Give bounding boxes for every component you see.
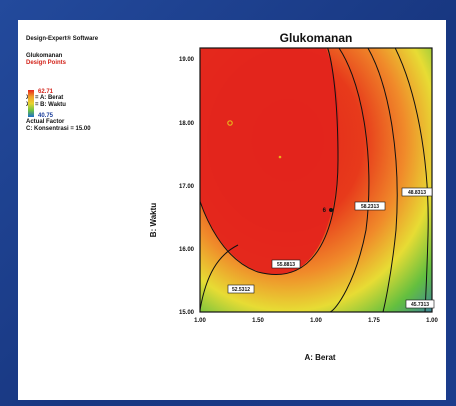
- contour-label-box: [405, 299, 435, 309]
- contour-label-box: [354, 201, 386, 211]
- x-tick-label: 1.75: [368, 318, 380, 324]
- contour-chart: Glukomanan 1.00 1.50 1.00 1.75 1.00 15.0…: [149, 31, 438, 362]
- contour-line-5: [394, 48, 429, 312]
- chart-title: Glukomanan: [280, 31, 353, 45]
- actual-factor-value: C: Konsentrasi = 15.00: [26, 126, 91, 132]
- design-point: [227, 120, 233, 126]
- contour-plot-area: [200, 48, 432, 312]
- design-point: [329, 208, 333, 212]
- design-point-label: 6: [323, 208, 327, 214]
- contour-line-4: [367, 48, 398, 312]
- contour-label: 48.8313: [408, 190, 426, 196]
- y-tick-label: 17.00: [179, 184, 195, 190]
- figure-panel: Design-Expert® Software Glukomanan Desig…: [18, 20, 446, 400]
- design-points-label: Design Points: [26, 60, 67, 66]
- x-tick-label: 1.00: [194, 318, 206, 324]
- sidebar: Design-Expert® Software Glukomanan Desig…: [26, 36, 176, 133]
- contour-label: 55.8813: [277, 262, 295, 268]
- x-axis-title: A: Berat: [304, 353, 335, 362]
- y-axis-title: B: Waktu: [149, 203, 158, 237]
- contour-fill-high: [200, 48, 340, 275]
- plot-border: [199, 47, 433, 313]
- legend-max: 62.71: [38, 89, 54, 95]
- software-name: Design-Expert® Software: [26, 36, 99, 42]
- y-tick-label: 19.00: [179, 57, 195, 63]
- design-points: 6: [227, 120, 333, 214]
- contour-label-box: [227, 284, 255, 294]
- contour-label: 52.5312: [232, 287, 250, 293]
- y-tick-label: 15.00: [179, 310, 195, 316]
- contour-label-box: [271, 259, 301, 269]
- response-name: Glukomanan: [26, 53, 63, 59]
- x-tick-label: 1.00: [426, 318, 438, 324]
- x-tick-label: 1.50: [252, 318, 264, 324]
- legend-min: 40.75: [38, 113, 54, 119]
- x-tick-label: 1.00: [310, 318, 322, 324]
- contour-label: 58.2313: [361, 204, 379, 210]
- x1-label: X1 = A: Berat: [26, 95, 64, 101]
- contour-labels: 52.5312 55.8813 58.2313 48.8313 45.7313: [227, 187, 435, 309]
- contour-label: 45.7313: [411, 302, 429, 308]
- contour-line-2: [200, 48, 339, 275]
- x-ticks: 1.00 1.50 1.00 1.75 1.00: [194, 318, 438, 324]
- contour-line-1: [200, 244, 239, 311]
- legend-colorbar: [28, 90, 34, 117]
- y-tick-label: 16.00: [179, 247, 195, 253]
- y-tick-label: 18.00: [179, 121, 195, 127]
- y-ticks: 15.00 16.00 17.00 18.00 19.00: [179, 57, 195, 316]
- design-point: [278, 155, 282, 159]
- x2-label: X2 = B: Waktu: [26, 102, 66, 108]
- contour-label-box: [401, 187, 433, 197]
- actual-factor-title: Actual Factor: [26, 119, 65, 125]
